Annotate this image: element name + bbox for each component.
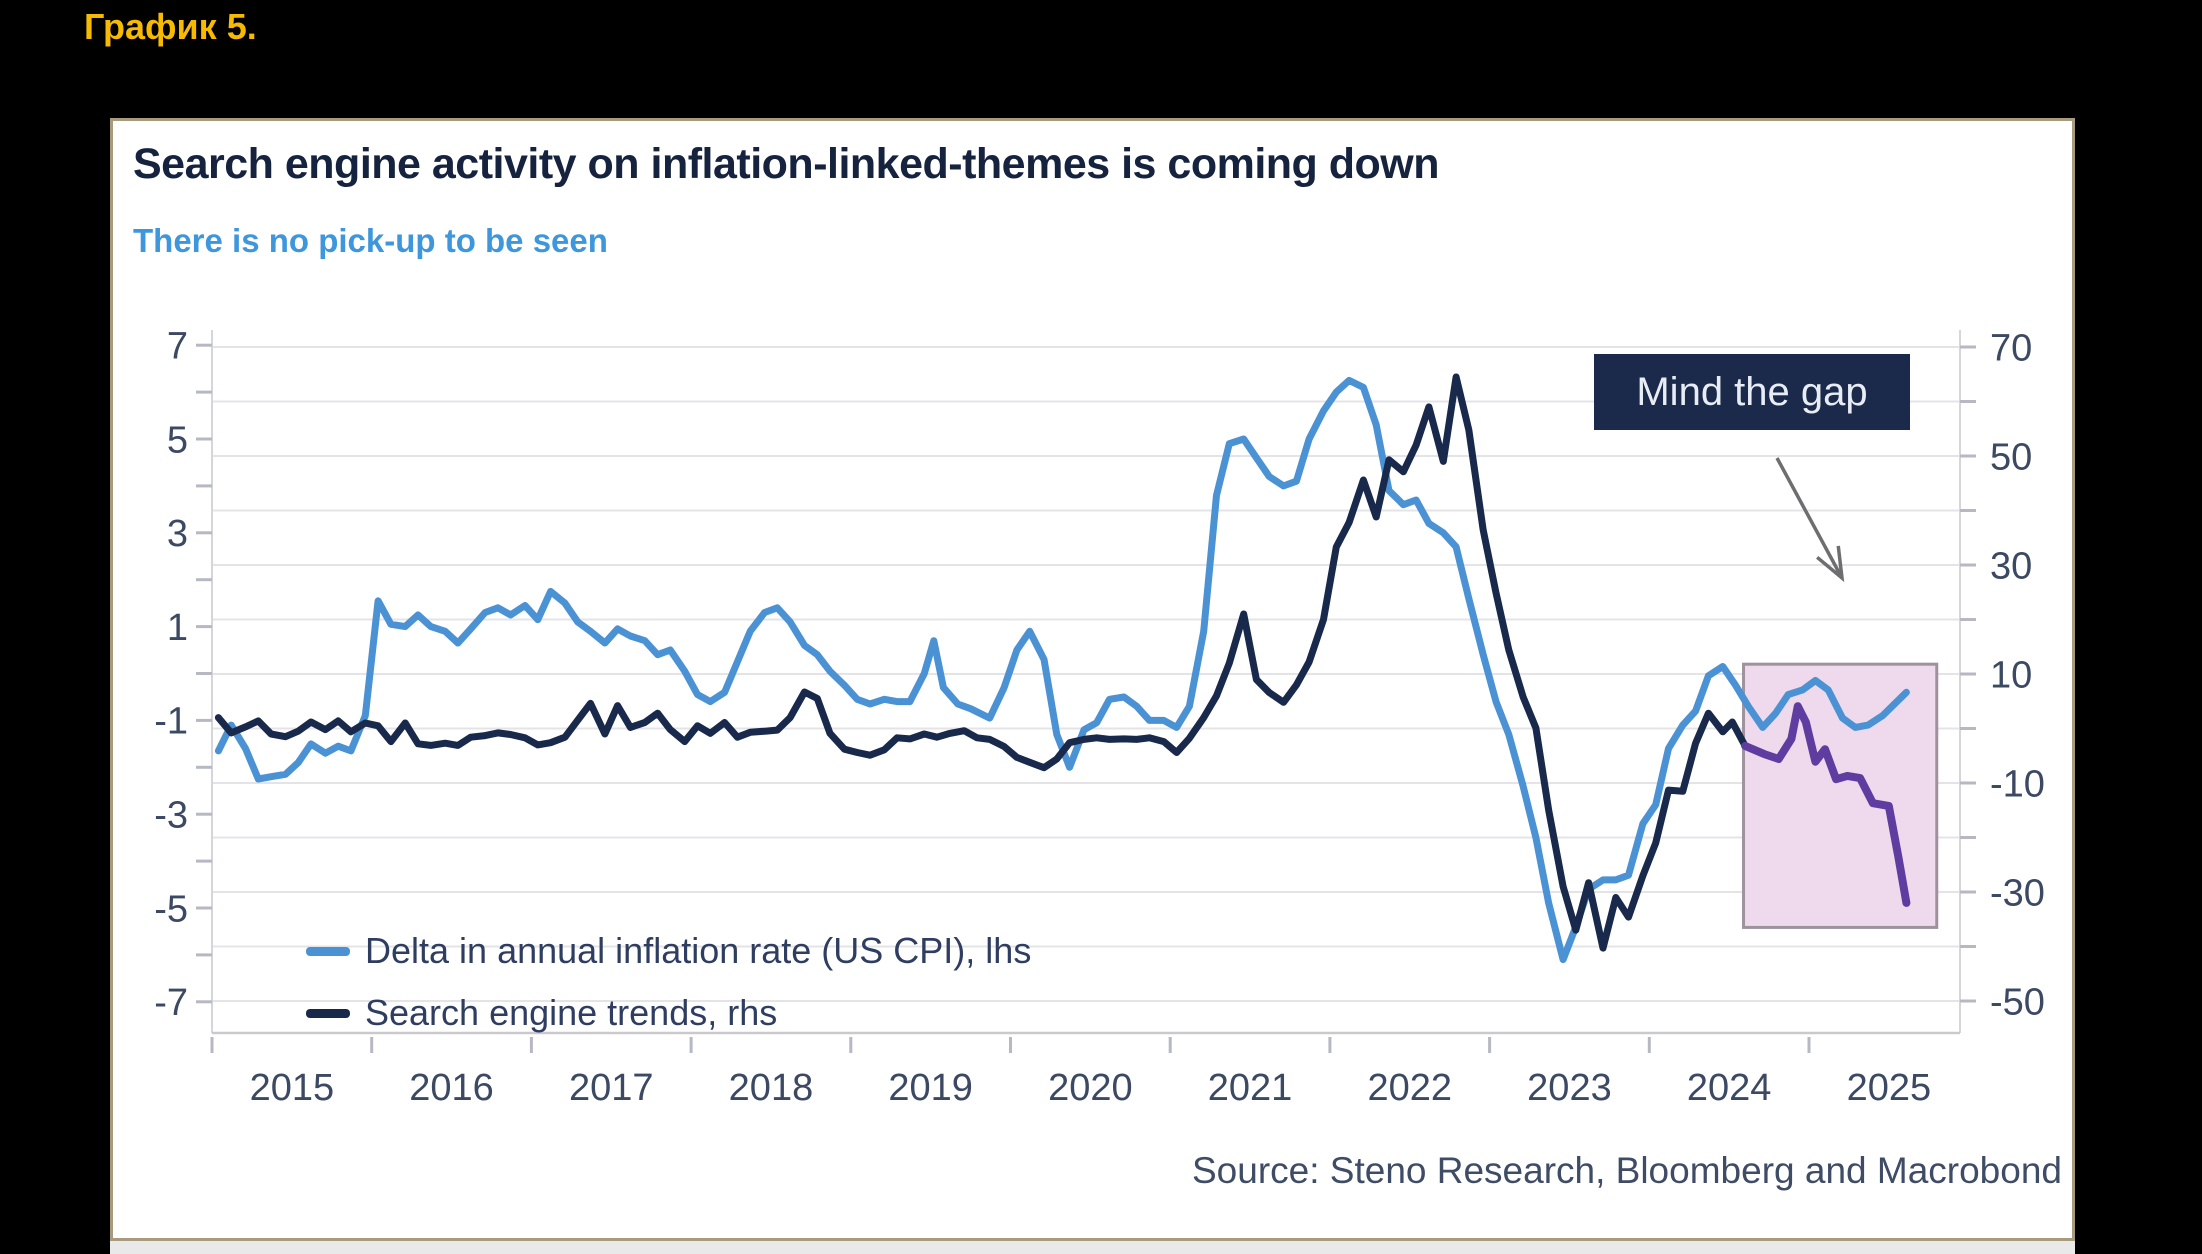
- left-axis-tick-label: 7: [167, 326, 188, 368]
- x-axis-year-label: 2018: [729, 1067, 814, 1109]
- chart-title: Search engine activity on inflation-link…: [133, 140, 1440, 188]
- legend-label: Search engine trends, rhs: [365, 992, 778, 1033]
- x-axis-year-label: 2020: [1048, 1067, 1133, 1109]
- left-axis-tick-label: -1: [154, 701, 188, 743]
- x-axis-year-label: 2016: [409, 1067, 494, 1109]
- legend-label: Delta in annual inflation rate (US CPI),…: [365, 930, 1032, 971]
- legend-swatch-navy: [306, 1008, 350, 1018]
- left-axis-tick-label: -3: [154, 795, 188, 837]
- x-axis-year-label: 2017: [569, 1067, 654, 1109]
- panel-shadow: [110, 1241, 2075, 1254]
- right-axis-tick-label: 10: [1990, 654, 2032, 696]
- left-axis-tick-label: 3: [167, 513, 188, 555]
- chart-subtitle: There is no pick-up to be seen: [133, 222, 608, 259]
- series-line-2: [1741, 702, 1911, 907]
- right-axis-tick-label: 50: [1990, 436, 2032, 478]
- right-axis-tick-label: -30: [1990, 872, 2045, 914]
- legend-item-cpi-delta: Delta in annual inflation rate (US CPI),…: [306, 928, 1031, 974]
- x-axis-year-label: 2024: [1687, 1067, 1772, 1109]
- right-axis-tick-label: 30: [1990, 545, 2032, 587]
- x-axis-year-label: 2015: [250, 1067, 335, 1109]
- x-axis-year-label: 2021: [1208, 1067, 1293, 1109]
- x-axis-year-label: 2019: [888, 1067, 973, 1109]
- mind-the-gap-annotation: Mind the gap: [1594, 354, 1910, 430]
- left-axis-tick-label: -5: [154, 888, 188, 930]
- left-axis-tick-label: 5: [167, 419, 188, 461]
- series-line-0: [214, 376, 1910, 964]
- legend-item-search-trends: Search engine trends, rhs: [306, 990, 777, 1036]
- annotation-arrow-shaft: [1775, 457, 1844, 579]
- right-axis-tick-label: 70: [1990, 327, 2032, 369]
- right-axis-tick-label: -50: [1990, 981, 2045, 1023]
- source-note: Source: Steno Research, Bloomberg and Ma…: [1191, 1150, 2062, 1191]
- left-axis-tick-label: 1: [167, 607, 188, 649]
- right-axis-tick-label: -10: [1990, 763, 2045, 805]
- series-line-1: [214, 373, 1749, 952]
- legend-swatch-blue: [306, 946, 350, 956]
- annotation-arrow-head: [1816, 545, 1845, 583]
- figure-label: График 5.: [84, 6, 257, 47]
- x-axis-year-label: 2023: [1527, 1067, 1612, 1109]
- x-axis-year-label: 2022: [1367, 1067, 1452, 1109]
- left-axis-tick-label: -7: [154, 982, 188, 1024]
- x-axis-year-label: 2025: [1847, 1067, 1932, 1109]
